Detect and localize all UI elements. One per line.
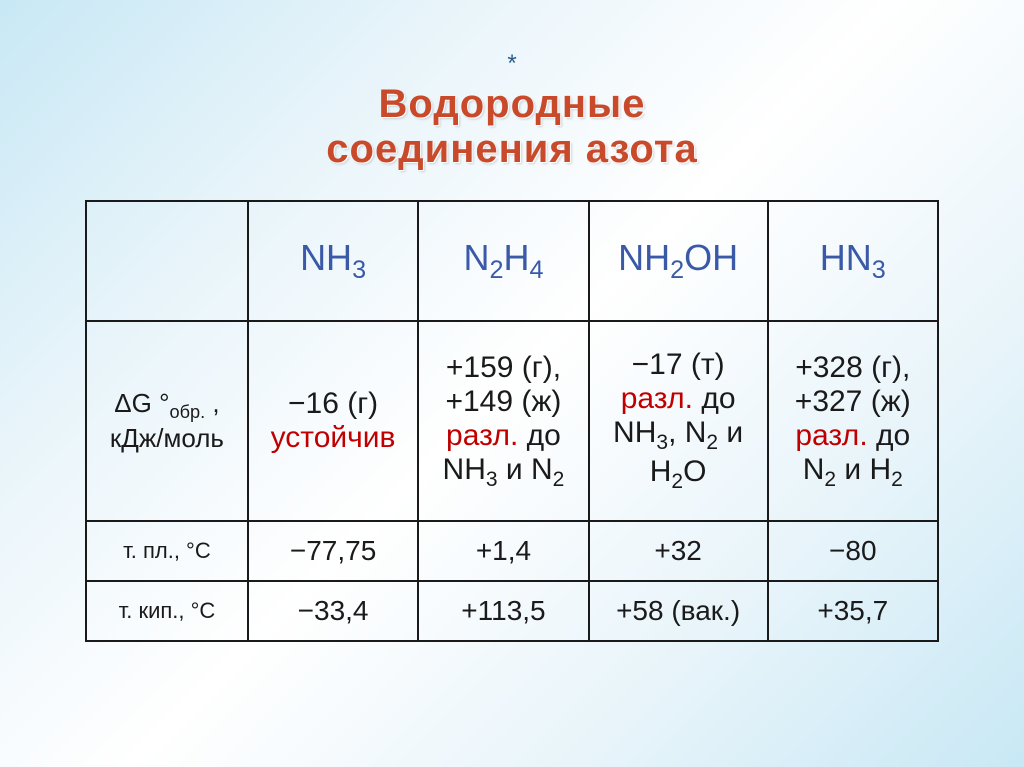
header-hn3: HN3 xyxy=(768,201,938,321)
header-nh2oh: NH2OH xyxy=(589,201,768,321)
header-n2h4: N2H4 xyxy=(418,201,588,321)
row-label-mp: т. пл., °C xyxy=(86,521,248,581)
cell-mp-nh2oh: +32 xyxy=(589,521,768,581)
cell-gibbs-nh2oh: −17 (т) разл. до NH3, N2 и H2O xyxy=(589,321,768,521)
header-empty xyxy=(86,201,248,321)
header-nh3: NH3 xyxy=(248,201,418,321)
cell-bp-nh2oh: +58 (вак.) xyxy=(589,581,768,641)
table-row: т. пл., °C −77,75 +1,4 +32 −80 xyxy=(86,521,938,581)
cell-bp-hn3: +35,7 xyxy=(768,581,938,641)
table-row: ΔG °обр. , кДж/моль −16 (г) устойчив +15… xyxy=(86,321,938,521)
title-text: Водородные соединения азота xyxy=(326,82,697,171)
cell-bp-nh3: −33,4 xyxy=(248,581,418,641)
slide-title: * Водородные соединения азота xyxy=(256,50,768,172)
cell-mp-hn3: −80 xyxy=(768,521,938,581)
properties-table: NH3 N2H4 NH2OH HN3 ΔG °обр. , кДж/моль −… xyxy=(85,200,939,642)
row-label-gibbs: ΔG °обр. , кДж/моль xyxy=(86,321,248,521)
cell-mp-nh3: −77,75 xyxy=(248,521,418,581)
cell-gibbs-n2h4: +159 (г), +149 (ж) разл. до NH3 и N2 xyxy=(418,321,588,521)
cell-gibbs-nh3: −16 (г) устойчив xyxy=(248,321,418,521)
table-header-row: NH3 N2H4 NH2OH HN3 xyxy=(86,201,938,321)
table-row: т. кип., °C −33,4 +113,5 +58 (вак.) +35,… xyxy=(86,581,938,641)
cell-bp-n2h4: +113,5 xyxy=(418,581,588,641)
title-asterisk: * xyxy=(256,50,768,78)
cell-mp-n2h4: +1,4 xyxy=(418,521,588,581)
row-label-bp: т. кип., °C xyxy=(86,581,248,641)
cell-gibbs-hn3: +328 (г), +327 (ж) разл. до N2 и H2 xyxy=(768,321,938,521)
